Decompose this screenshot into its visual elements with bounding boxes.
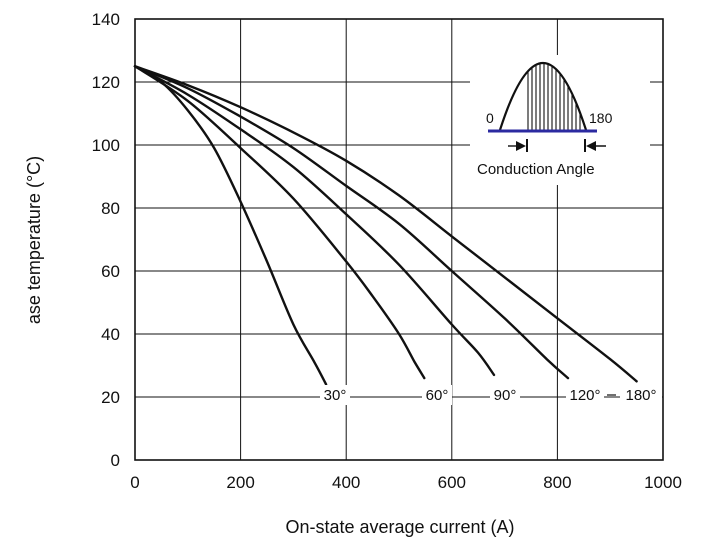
inset-sine-arc xyxy=(498,62,588,131)
curve-label: 60° xyxy=(426,387,449,404)
inset-left-label: 0 xyxy=(486,110,494,126)
y-tick-label: 140 xyxy=(92,10,120,29)
curve-labels: 30° 60° 90° 120° 180° xyxy=(320,385,662,405)
curves xyxy=(133,65,638,386)
y-tick-label: 80 xyxy=(101,199,120,218)
inset-left-arrowhead xyxy=(516,141,526,151)
curve-label: 180° xyxy=(625,387,656,404)
curve-label-bg xyxy=(422,385,452,405)
series-line xyxy=(133,65,570,380)
y-tick-label: 120 xyxy=(92,73,120,92)
inset-title: Conduction Angle xyxy=(477,161,595,178)
y-tick-label: 0 xyxy=(111,451,120,470)
x-tick-label: 1000 xyxy=(644,473,682,492)
series-line xyxy=(133,65,426,380)
y-tick-label: 40 xyxy=(101,325,120,344)
inset-right-arrowhead xyxy=(586,141,596,151)
curve-label-bg xyxy=(320,385,350,405)
y-tick-label: 100 xyxy=(92,136,120,155)
x-tick-labels: 0 200 400 600 800 1000 xyxy=(130,473,682,492)
x-tick-label: 200 xyxy=(226,473,254,492)
y-tick-label: 60 xyxy=(101,262,120,281)
curve-label-bg xyxy=(566,385,604,405)
conduction-angle-inset: 0 180 Conduction Angle xyxy=(470,55,650,185)
curve-label-bg xyxy=(620,385,662,405)
x-axis-title: On-state average current (A) xyxy=(285,517,514,537)
plot-frame xyxy=(134,18,664,461)
inset-right-label: 180 xyxy=(589,110,613,126)
inset-hatch xyxy=(527,64,581,130)
x-tick-label: 400 xyxy=(332,473,360,492)
curve-label: 120° xyxy=(569,387,600,404)
series-line xyxy=(133,65,496,377)
y-tick-labels: 0 20 40 60 80 100 120 140 xyxy=(92,10,120,470)
x-tick-label: 800 xyxy=(543,473,571,492)
curve-label-bg xyxy=(490,385,520,405)
x-tick-label: 600 xyxy=(438,473,466,492)
curve-label: 90° xyxy=(494,387,517,404)
series-line xyxy=(133,65,638,383)
x-tick-label: 0 xyxy=(130,473,139,492)
y-axis-title: ase temperature (°C) xyxy=(24,156,44,324)
curve-label: 30° xyxy=(324,387,347,404)
y-tick-label: 20 xyxy=(101,388,120,407)
series-line xyxy=(133,65,328,386)
